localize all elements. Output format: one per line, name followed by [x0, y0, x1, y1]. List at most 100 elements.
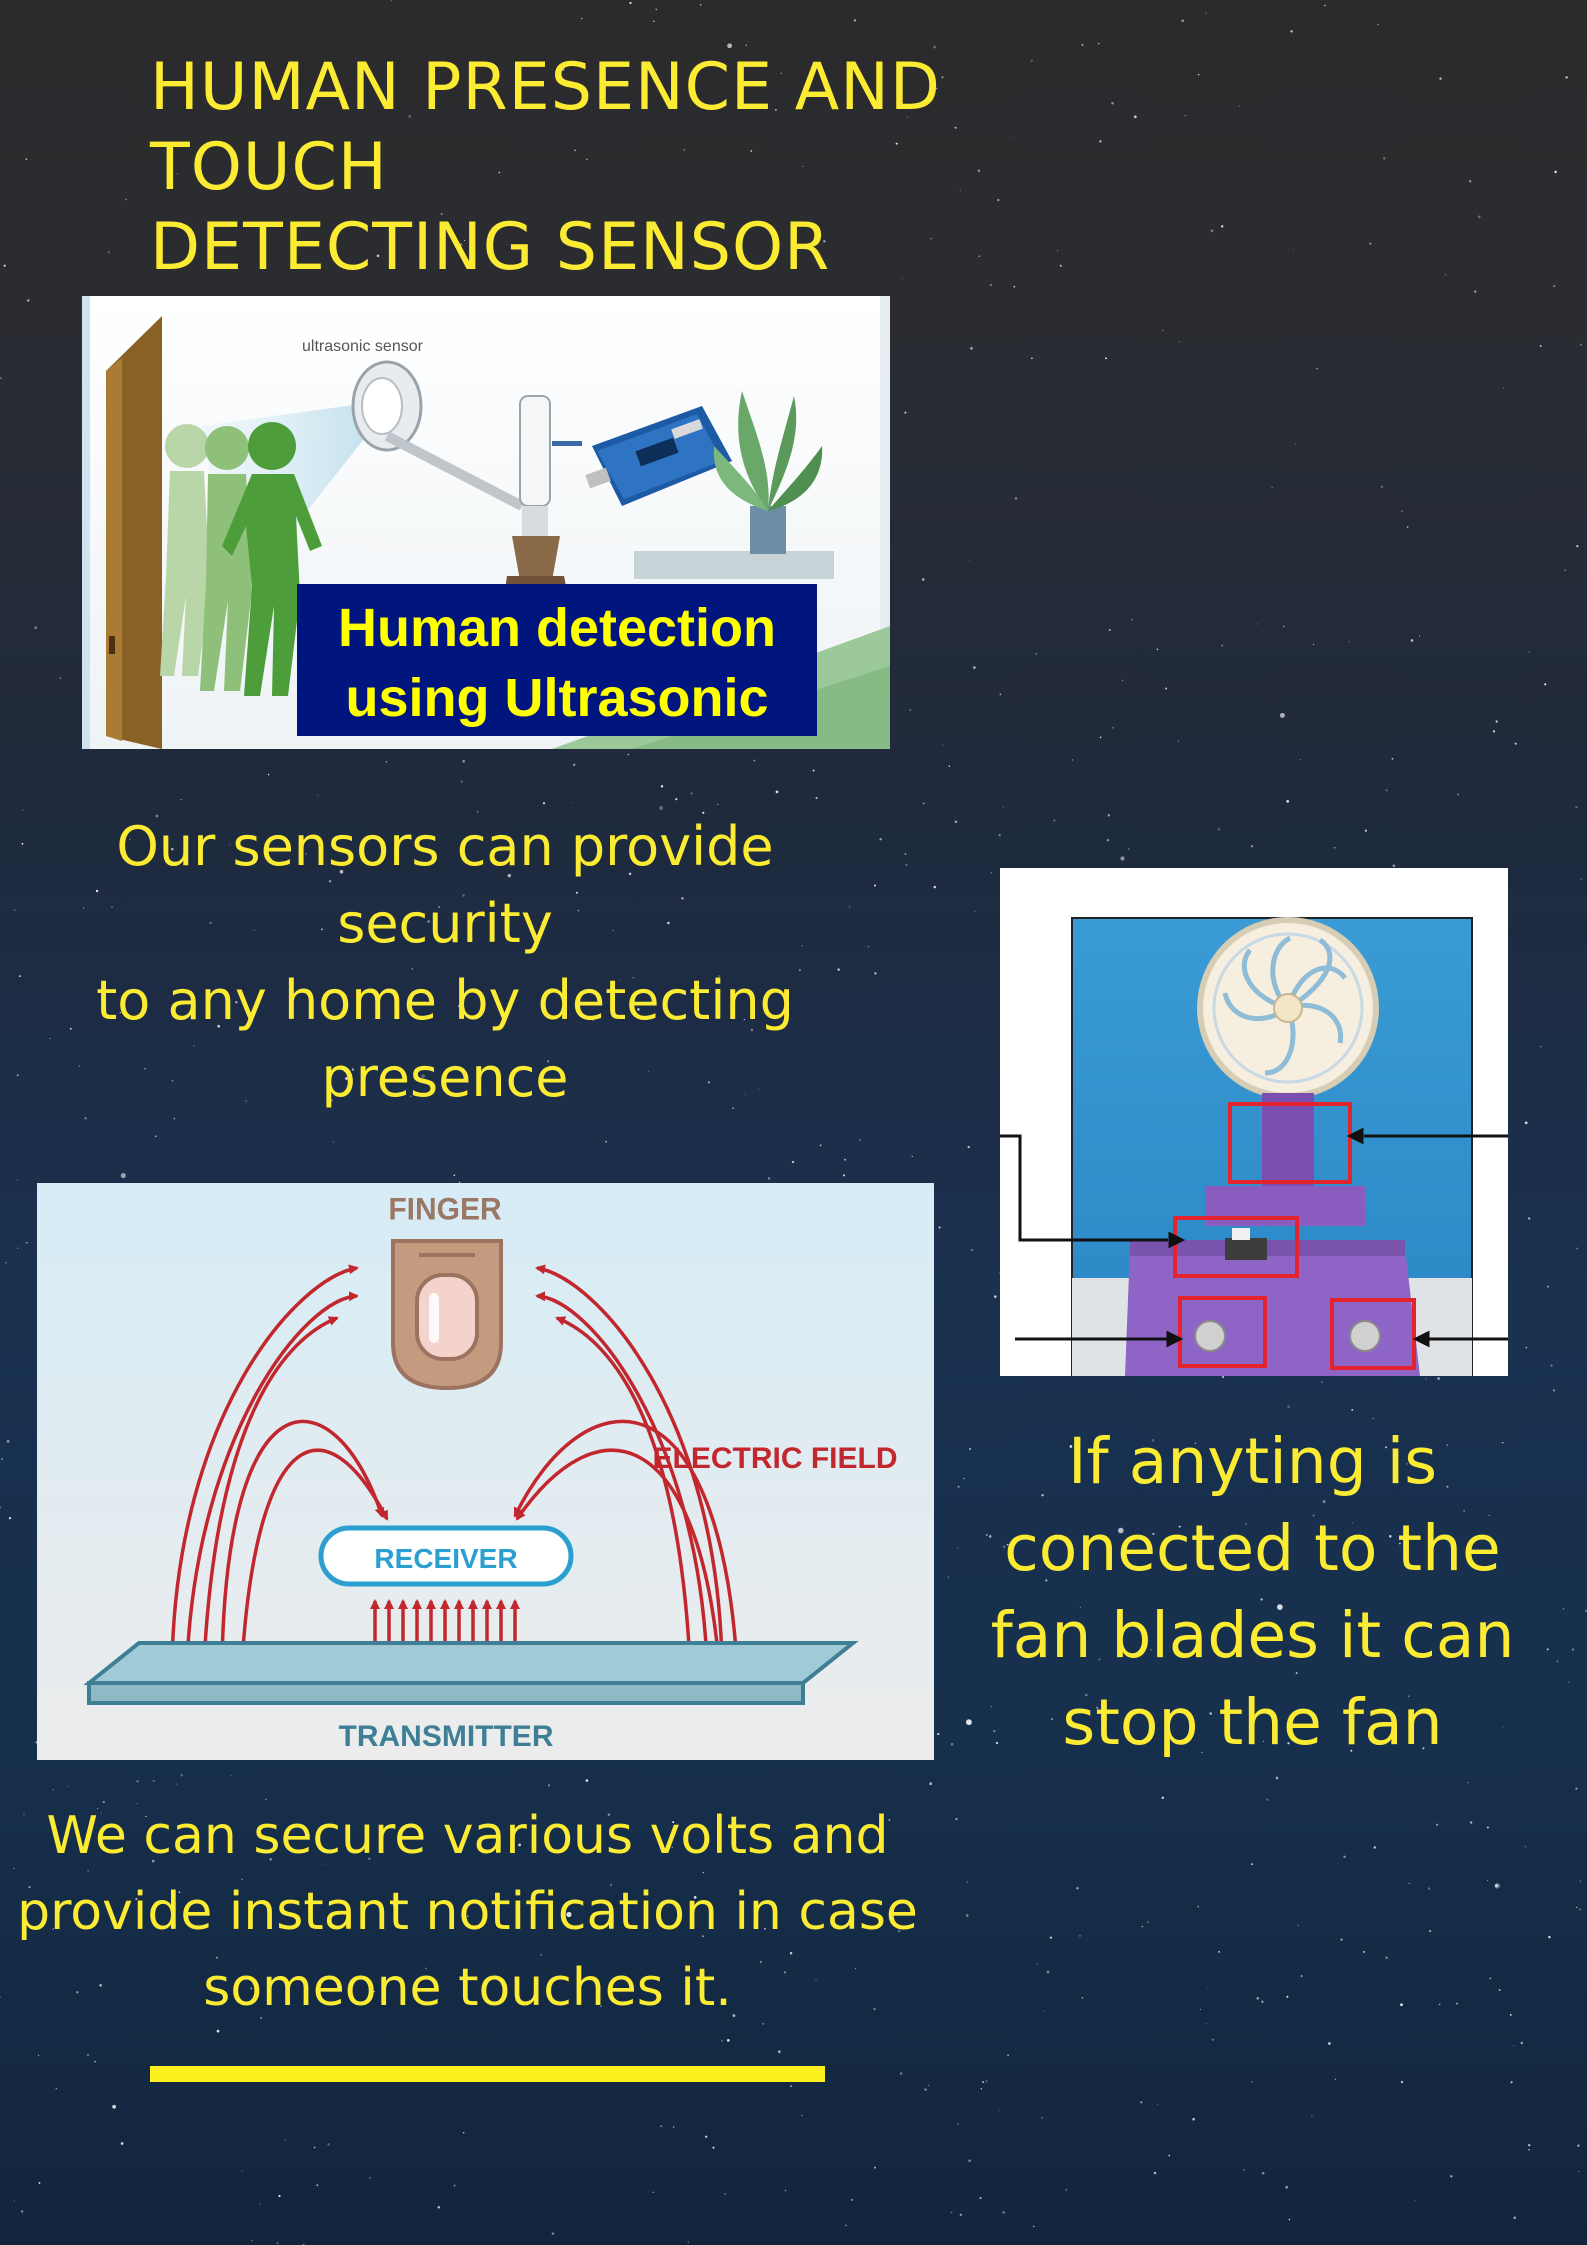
star	[369, 2177, 371, 2179]
star	[136, 1802, 139, 1805]
star	[542, 802, 546, 805]
star	[954, 820, 958, 823]
star	[1087, 1728, 1089, 1730]
star	[1576, 1247, 1579, 1250]
star	[421, 1074, 426, 1079]
star	[84, 1117, 87, 1120]
sensor-module-icon	[1225, 1228, 1267, 1260]
star	[180, 1774, 183, 1777]
star	[921, 578, 925, 581]
star	[1392, 864, 1396, 868]
star	[1444, 274, 1447, 276]
star	[848, 905, 851, 908]
star	[1184, 114, 1187, 117]
star	[1081, 1997, 1084, 1999]
star	[1256, 1996, 1260, 2000]
star	[13, 2200, 15, 2202]
star	[572, 267, 575, 270]
star	[216, 1956, 218, 1959]
star	[462, 2132, 465, 2134]
star	[1350, 1749, 1353, 1752]
star	[1400, 2003, 1403, 2007]
star	[627, 753, 630, 756]
star	[911, 1155, 913, 1158]
star	[1514, 742, 1517, 745]
star	[1469, 1821, 1473, 1824]
star	[693, 1896, 697, 1899]
star	[873, 884, 876, 887]
star	[1575, 1787, 1578, 1790]
star	[784, 2189, 787, 2192]
star	[1495, 1884, 1498, 1888]
star	[376, 254, 380, 258]
star	[99, 1983, 102, 1987]
star	[1161, 1796, 1165, 1800]
star	[1053, 819, 1056, 822]
star	[22, 809, 24, 811]
star	[1373, 1846, 1376, 1849]
star	[52, 1788, 54, 1791]
star	[957, 2123, 959, 2125]
star	[966, 1881, 968, 1883]
star	[373, 1990, 375, 1993]
star	[895, 142, 898, 145]
star	[410, 1095, 412, 1098]
star	[1286, 800, 1290, 803]
star	[998, 2110, 1000, 2112]
receiver-label: RECEIVER	[374, 1543, 517, 1574]
star	[873, 2007, 876, 2011]
star	[780, 72, 783, 75]
star	[411, 968, 414, 970]
star	[276, 2242, 279, 2244]
ultrasonic-caption-line: presence	[321, 1046, 569, 1109]
star	[1257, 623, 1259, 625]
star	[618, 979, 620, 981]
star	[1217, 827, 1221, 831]
star	[144, 1067, 146, 1070]
star	[948, 765, 951, 768]
star	[1156, 648, 1159, 651]
star	[515, 1999, 517, 2001]
star	[102, 1801, 105, 1804]
star	[69, 1027, 72, 1030]
star	[702, 1871, 705, 1874]
star	[1524, 1845, 1527, 1848]
star	[1288, 2218, 1291, 2221]
star	[941, 76, 944, 79]
star	[13, 1867, 15, 1870]
star	[305, 853, 307, 855]
star	[1363, 1950, 1366, 1953]
star	[971, 1249, 974, 1252]
star	[269, 1858, 272, 1861]
star	[672, 1821, 675, 1824]
star	[510, 1848, 513, 1852]
star	[1079, 1606, 1082, 1609]
star	[1299, 759, 1301, 761]
star	[1151, 1439, 1155, 1442]
star	[1118, 1527, 1124, 1534]
star	[204, 101, 207, 103]
star	[241, 1878, 243, 1881]
star	[660, 2125, 663, 2128]
star	[135, 1897, 138, 1901]
star	[977, 169, 981, 172]
star	[1197, 1906, 1199, 1908]
star	[328, 880, 332, 883]
star	[1002, 2211, 1005, 2214]
star	[1428, 1929, 1432, 1933]
star	[1002, 806, 1004, 808]
star	[947, 1576, 949, 1578]
star	[100, 1812, 102, 1814]
star	[605, 1140, 607, 1143]
star	[1279, 712, 1285, 718]
star	[867, 945, 870, 948]
star	[1548, 1935, 1551, 1939]
star	[764, 1927, 766, 1930]
star	[924, 2088, 927, 2091]
star	[950, 1742, 954, 1746]
star	[1120, 856, 1125, 861]
star	[1512, 2045, 1515, 2047]
star	[1013, 285, 1016, 288]
sensor-label: ultrasonic sensor	[302, 338, 424, 355]
